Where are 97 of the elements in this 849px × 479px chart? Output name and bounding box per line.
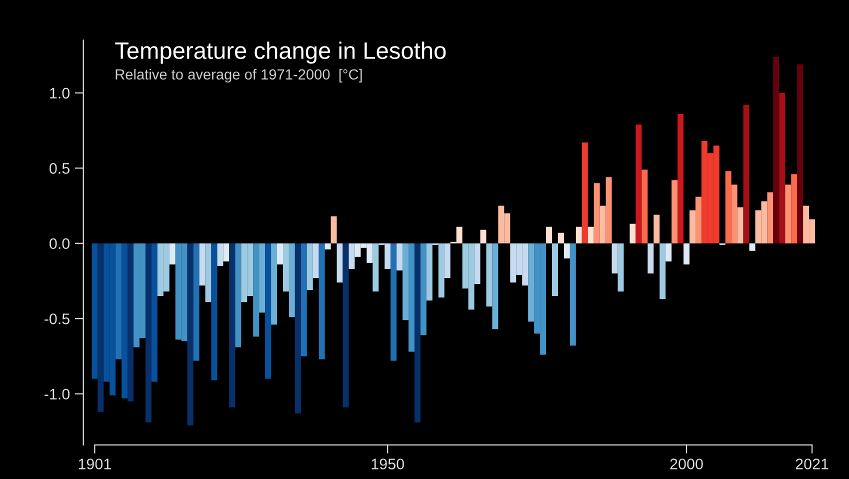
bar [636, 124, 642, 244]
bar [169, 243, 176, 264]
bar [630, 224, 636, 244]
bar [402, 243, 409, 320]
bar [271, 243, 278, 325]
bar [253, 243, 260, 337]
bar [288, 243, 295, 318]
bar [282, 243, 289, 292]
bar [312, 243, 319, 278]
x-tick-label: 2000 [670, 458, 703, 470]
bar [265, 243, 272, 379]
bar [564, 243, 570, 258]
chart-title: Temperature change in Lesotho [115, 42, 446, 64]
bar [277, 243, 283, 264]
bar [666, 243, 672, 262]
bar [259, 243, 266, 313]
bar [660, 243, 666, 300]
bar [414, 243, 420, 422]
bar [767, 192, 774, 244]
bar [384, 243, 391, 269]
bar [193, 243, 200, 361]
bar [336, 243, 343, 282]
bar [570, 243, 576, 346]
bar [558, 232, 564, 244]
bar [408, 243, 415, 352]
y-tick-label: 0.5 [50, 163, 70, 174]
bar [552, 243, 558, 296]
bar [618, 243, 624, 292]
y-tick-label: 1.0 [50, 88, 70, 99]
bar [773, 56, 780, 244]
bar [546, 226, 552, 244]
x-tick-label: 1950 [372, 458, 404, 470]
bar [122, 243, 128, 398]
bar [642, 170, 648, 244]
bar [324, 243, 331, 250]
y-tick-label: -1.0 [44, 388, 70, 400]
bar [372, 243, 379, 292]
bar [582, 142, 588, 244]
bar [791, 174, 798, 244]
bar [98, 243, 104, 412]
bar [396, 243, 403, 270]
bar [576, 226, 582, 244]
bar [420, 243, 426, 336]
bar [797, 64, 804, 244]
bar [785, 184, 792, 244]
bar [294, 243, 301, 414]
bar [116, 243, 122, 360]
bar [199, 243, 206, 286]
bar [648, 243, 654, 274]
bar [145, 243, 152, 422]
bar [594, 183, 600, 244]
bar [438, 243, 444, 298]
bar [217, 243, 224, 266]
bar [426, 243, 432, 301]
bar [695, 196, 702, 244]
bar [725, 171, 732, 244]
bar [151, 243, 158, 382]
bar [92, 243, 98, 379]
bar [600, 206, 606, 244]
bar [205, 243, 212, 302]
bar [235, 243, 242, 348]
bar [749, 243, 756, 251]
bar [492, 243, 498, 330]
bar [731, 184, 738, 244]
bar [128, 243, 134, 402]
bar [330, 216, 337, 244]
bar [480, 230, 486, 244]
bar [779, 92, 786, 244]
bar [348, 243, 355, 269]
x-tick-label: 2021 [796, 458, 828, 470]
bar [690, 210, 696, 244]
x-tick-label: 1901 [78, 458, 111, 470]
bar [187, 243, 194, 426]
bar [474, 243, 480, 284]
bar [444, 243, 450, 278]
bar [528, 243, 534, 322]
bar [342, 243, 349, 408]
bar [654, 214, 660, 244]
bar [606, 177, 612, 244]
bar [306, 243, 313, 290]
bar [743, 104, 750, 244]
y-tick-label: 0.0 [50, 238, 70, 250]
bar [229, 243, 236, 408]
bar [300, 243, 307, 356]
bar [612, 243, 618, 274]
bar [390, 243, 397, 361]
text: Relative to average of 1971-2000 [°C] [116, 68, 362, 82]
bar [684, 243, 690, 264]
bar [737, 207, 744, 244]
bar [672, 180, 678, 244]
bar [318, 243, 325, 360]
y-tick-label: -0.5 [44, 313, 70, 324]
bar [211, 243, 218, 380]
bar [678, 114, 684, 244]
bar [486, 243, 492, 307]
bar [588, 226, 594, 244]
bar [223, 243, 230, 262]
